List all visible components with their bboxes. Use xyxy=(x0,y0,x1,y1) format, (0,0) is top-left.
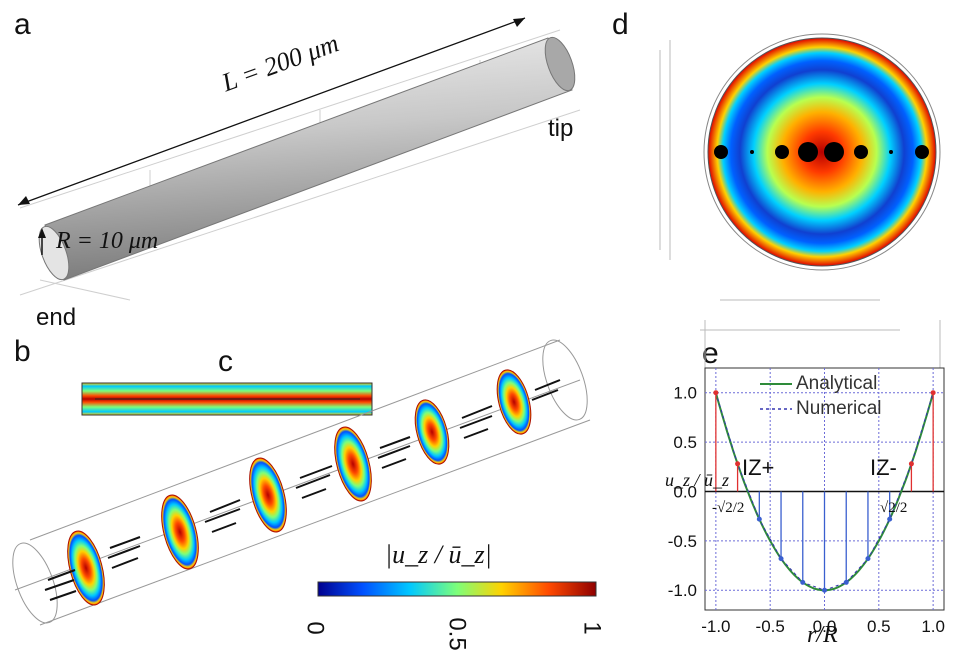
data-point xyxy=(713,390,719,396)
data-point xyxy=(908,461,914,467)
y-tick-label: 0.0 xyxy=(673,482,697,501)
x-tick-label: 0.0 xyxy=(813,617,837,636)
x-tick-label: 1.0 xyxy=(921,617,945,636)
x-tick-label: -0.5 xyxy=(756,617,785,636)
data-point xyxy=(735,461,741,467)
y-tick-label: -1.0 xyxy=(668,581,697,600)
colorbar xyxy=(317,581,597,597)
y-tick-label: 1.0 xyxy=(673,384,697,403)
data-point xyxy=(778,556,784,562)
x-tick-label: -1.0 xyxy=(701,617,730,636)
legend-numerical: Numerical xyxy=(796,398,882,419)
annotation-iz-minus: IZ- xyxy=(870,455,897,480)
data-point xyxy=(800,579,806,585)
y-tick-label: -0.5 xyxy=(668,532,697,551)
panel-label-b: b xyxy=(14,335,31,368)
panel-label-c: c xyxy=(218,345,233,378)
data-point xyxy=(843,579,849,585)
x-tick-label: 0.5 xyxy=(867,617,891,636)
data-point xyxy=(822,587,827,593)
colorbar-title: |u_z / ū_z| xyxy=(385,540,492,569)
legend-analytical: Analytical xyxy=(796,373,878,394)
data-point xyxy=(756,516,762,522)
data-point xyxy=(930,390,936,396)
tip-label: tip xyxy=(548,115,574,142)
panel-label-e: e xyxy=(702,337,719,370)
annotation-iz-plus: IZ+ xyxy=(742,455,775,480)
data-point xyxy=(865,556,871,562)
data-point xyxy=(887,516,893,522)
y-tick-label: 0.5 xyxy=(673,433,697,452)
radius-label: R = 10 μm xyxy=(56,228,159,254)
x-axis-label: r/R xyxy=(807,622,838,648)
panel-label-a: a xyxy=(14,8,31,41)
panel-label-d: d xyxy=(612,8,629,41)
end-label: end xyxy=(36,304,77,331)
annotation-neg-sqrt2: -√2/2 xyxy=(712,500,745,516)
y-axis-label: u_z / ū_z xyxy=(665,470,730,490)
annotation-pos-sqrt2: √2/2 xyxy=(880,500,908,516)
